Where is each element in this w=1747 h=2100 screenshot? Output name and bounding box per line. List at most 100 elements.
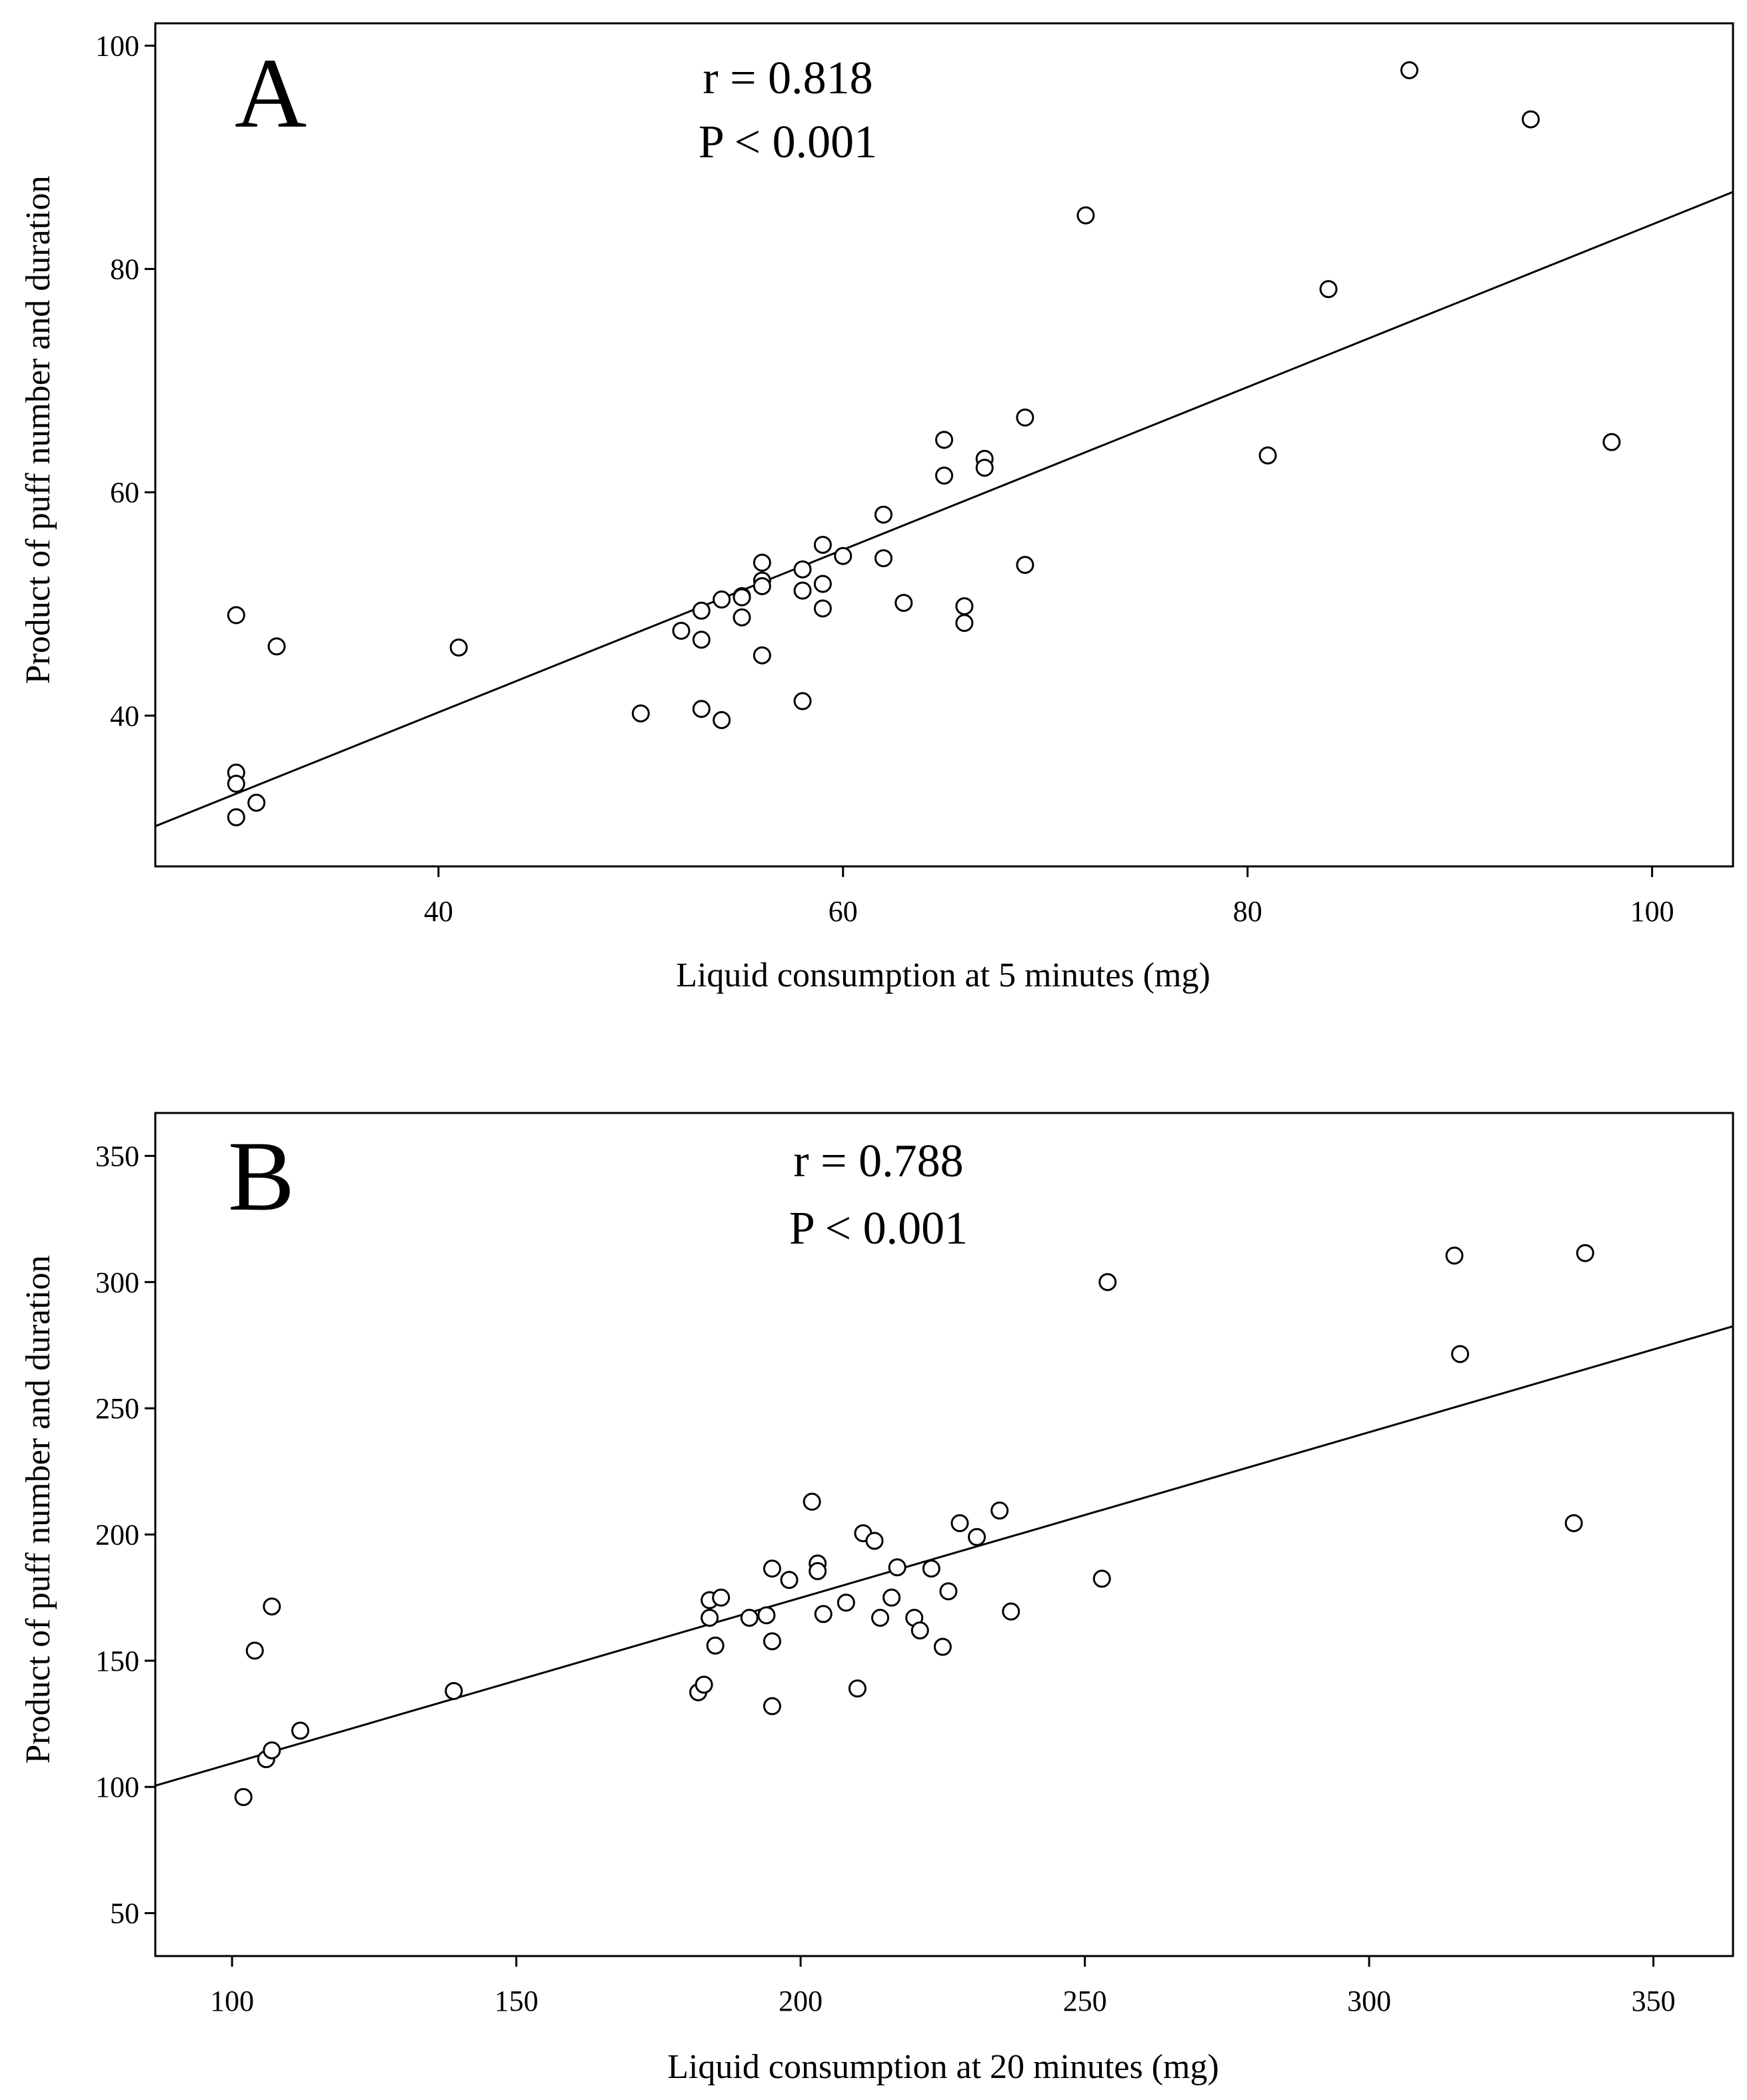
panel-b-point-11	[706, 1636, 725, 1655]
panel-b-point-44	[1576, 1244, 1594, 1262]
panel-b-point-42	[1451, 1345, 1470, 1364]
panel-a-point-7	[631, 704, 650, 722]
panel-a-point-43	[1522, 110, 1540, 129]
panel-b-r-value: r = 0.788	[793, 1136, 963, 1187]
panel-b-point-1	[245, 1641, 264, 1660]
panel-a-point-13	[713, 711, 731, 730]
panel-b-point-12	[712, 1588, 731, 1607]
panel-b-y-axis-title: Product of puff number and duration	[19, 1256, 57, 1764]
panel-a-point-12	[713, 590, 731, 609]
panel-a-point-15	[733, 588, 751, 606]
panel-a-points	[227, 61, 1621, 826]
panel-a-point-26	[813, 599, 832, 618]
panel-a-y-axis-title: Product of puff number and duration	[19, 176, 57, 684]
panel-b-point-40	[1098, 1273, 1117, 1292]
panel-b-regression-line	[155, 1325, 1734, 1787]
panel-a-point-16	[733, 608, 751, 626]
panel-b-x-tick-label-5: 350	[1632, 1985, 1676, 2017]
panel-a-point-20	[753, 646, 771, 664]
panel-b-point-28	[882, 1588, 901, 1607]
panel-b-letter: B	[228, 1121, 295, 1232]
panel-a-point-5	[267, 637, 286, 656]
panel-a-plot-frame	[154, 22, 1734, 868]
panel-b-x-axis-title: Liquid consumption at 20 minutes (mg)	[667, 2048, 1219, 2086]
panel-b-points	[234, 1244, 1594, 1806]
panel-b-x-tick-label-2: 200	[779, 1985, 823, 2017]
panel-b-point-41	[1445, 1246, 1464, 1265]
panel-b-point-8	[695, 1675, 713, 1694]
panel-b-point-22	[814, 1605, 833, 1623]
panel-a-point-19	[753, 576, 771, 595]
panel-a-x-axis: 40 60 80 100	[424, 866, 1674, 928]
panel-a-point-23	[793, 692, 812, 710]
panel-a-point-34	[955, 614, 974, 632]
panel-b-point-18	[780, 1571, 799, 1589]
panel-b-point-33	[933, 1637, 952, 1656]
panel-b-y-tick-label-2: 150	[95, 1645, 139, 1677]
panel-a-point-22	[793, 581, 812, 600]
panel-b-x-tick-label-4: 300	[1347, 1985, 1391, 2017]
panel-b-point-13	[740, 1608, 759, 1627]
panel-b-point-3	[263, 1741, 281, 1759]
panel-a-point-8	[672, 621, 691, 640]
panel-b-y-tick-label-3: 200	[95, 1519, 139, 1552]
panel-a-y-tick-label-3: 100	[95, 30, 139, 63]
panel-b-point-4	[263, 1597, 281, 1615]
panel-a-point-38	[1016, 556, 1034, 574]
panel-b-x-tick-label-0: 100	[210, 1985, 254, 2017]
panel-a-point-39	[1076, 206, 1095, 225]
panel-a-r-value: r = 0.818	[703, 53, 873, 104]
panel-a-point-28	[874, 505, 892, 524]
panel-a-point-44	[1602, 433, 1621, 451]
panel-a: 40 60 80 100 40 60 80 100 A r = 0.818 P < 0.00…	[19, 22, 1734, 994]
panel-b-y-tick-label-4: 250	[95, 1392, 139, 1425]
panel-b-y-tick-label-5: 300	[95, 1266, 139, 1299]
panel-b-point-14	[757, 1606, 776, 1625]
panel-a-regression-line	[155, 191, 1734, 828]
panel-a-point-24	[813, 535, 832, 554]
panel-a-point-27	[834, 546, 853, 565]
panel-b-point-37	[990, 1502, 1009, 1520]
panel-a-point-29	[874, 549, 892, 568]
panel-b-point-38	[1002, 1602, 1020, 1621]
panel-b-y-tick-label-0: 50	[110, 1897, 139, 1930]
panel-b-y-tick-label-6: 350	[95, 1140, 139, 1172]
panel-b-y-tick-label-1: 100	[95, 1771, 139, 1803]
panel-a-point-37	[1016, 408, 1034, 427]
panel-a-y-tick-label-2: 80	[110, 253, 139, 286]
panel-b-point-39	[1092, 1570, 1111, 1588]
panel-a-point-30	[894, 594, 913, 612]
panel-b-point-21	[809, 1562, 827, 1580]
panel-a-point-41	[1319, 280, 1338, 299]
panel-b-point-26	[865, 1532, 884, 1550]
panel-a-point-10	[692, 630, 711, 649]
panel-b-point-5	[291, 1721, 310, 1740]
panel-b-point-23	[837, 1593, 855, 1612]
panel-a-point-36	[975, 459, 994, 477]
panel-a-x-tick-label-0: 40	[424, 895, 453, 928]
panel-b-point-31	[910, 1621, 929, 1639]
panel-a-point-0	[227, 606, 245, 624]
panel-b-y-axis: 50 100 150 200 250 300 350	[95, 1140, 155, 1930]
panel-b-point-15	[763, 1560, 781, 1578]
panel-a-point-33	[955, 597, 974, 616]
panel-a-point-4	[247, 793, 266, 812]
panel-b-point-19	[803, 1492, 821, 1511]
panel-b-point-17	[763, 1697, 781, 1715]
panel-a-point-6	[449, 638, 468, 657]
panel-a-point-31	[935, 431, 953, 449]
panel-a-y-tick-label-1: 60	[110, 477, 139, 509]
panel-a-point-2	[227, 774, 245, 793]
panel-a-p-value: P < 0.001	[699, 117, 877, 168]
panel-a-point-40	[1258, 446, 1277, 465]
panel-a-x-axis-title: Liquid consumption at 5 minutes (mg)	[676, 956, 1210, 994]
panel-b-point-43	[1564, 1514, 1583, 1532]
panel-a-x-tick-label-3: 100	[1630, 895, 1674, 928]
panel-b-point-24	[848, 1679, 867, 1698]
panel-a-y-axis: 40 60 80 100	[95, 30, 155, 732]
panel-a-point-21	[793, 560, 812, 578]
panel-b-point-36	[968, 1528, 986, 1546]
panel-b-point-34	[939, 1582, 958, 1601]
